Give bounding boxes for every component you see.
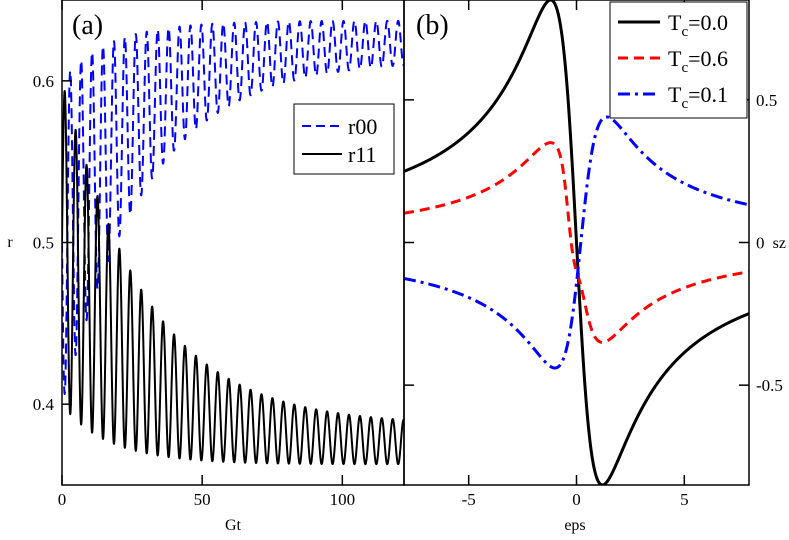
panel-a-ticks: 0 50 100 0.4 0.5 0.6 [33,0,355,509]
legend-label-r00: r00 [348,114,377,139]
b-ytick-label: 0 [756,234,765,253]
legend-label-Tc=0.1: Tc=0.1 [668,82,728,112]
legend-label-Tc=0.0: Tc=0.0 [668,10,728,40]
panel-b-series-group [404,0,749,485]
panel-a-legend-box [293,103,395,175]
b-xtick-label: 0 [572,490,581,509]
panel-b-ylabel: sz [773,235,786,252]
series-line-Tc=0.0 [404,0,749,485]
series-line-Tc=0.1 [404,115,749,370]
panel-a-ylabel: r [7,234,13,251]
a-xtick-label: 100 [330,490,356,509]
panel-a-xlabel: Gt [225,517,242,534]
panel-a-series-group [62,19,404,466]
panel-b-legend-items: Tc=0.0 Tc=0.6 Tc=0.1 [618,10,728,112]
series-line-Tc=0.6 [404,141,749,344]
panel-b-label: (b) [416,10,449,41]
panel-a-label: (a) [72,10,103,41]
panel-b-legend: Tc=0.0 Tc=0.6 Tc=0.1 [609,1,748,119]
series-line-r00 [62,19,404,395]
a-ytick-label: 0.6 [33,72,54,91]
b-ytick-label: -0.5 [756,376,783,395]
panel-a: 0 50 100 0.4 0.5 0.6 (a) Gt r r00 r11 [7,0,405,534]
panel-b: -5 0 5-0.500.5 (b) eps sz Tc=0.0Tc=0.6Tc=0… [403,0,786,534]
legend-label-Tc=0.6: Tc=0.6 [668,46,728,76]
panel-a-legend: r00 r11 [293,103,395,175]
b-xtick-label: -5 [462,490,476,509]
panel-b-ticks: -5 0 5 -0.5 0 0.5 [404,0,783,509]
a-xtick-label: 50 [194,490,211,509]
a-ytick-label: 0.4 [33,395,55,414]
legend-label-r11: r11 [348,142,377,167]
a-xtick-label: 0 [58,490,67,509]
b-xtick-label: 5 [680,490,689,509]
b-ytick-label: 0.5 [756,91,777,110]
a-ytick-label: 0.5 [33,234,54,253]
series-line-r11 [62,90,404,466]
panel-b-xlabel: eps [564,517,585,534]
